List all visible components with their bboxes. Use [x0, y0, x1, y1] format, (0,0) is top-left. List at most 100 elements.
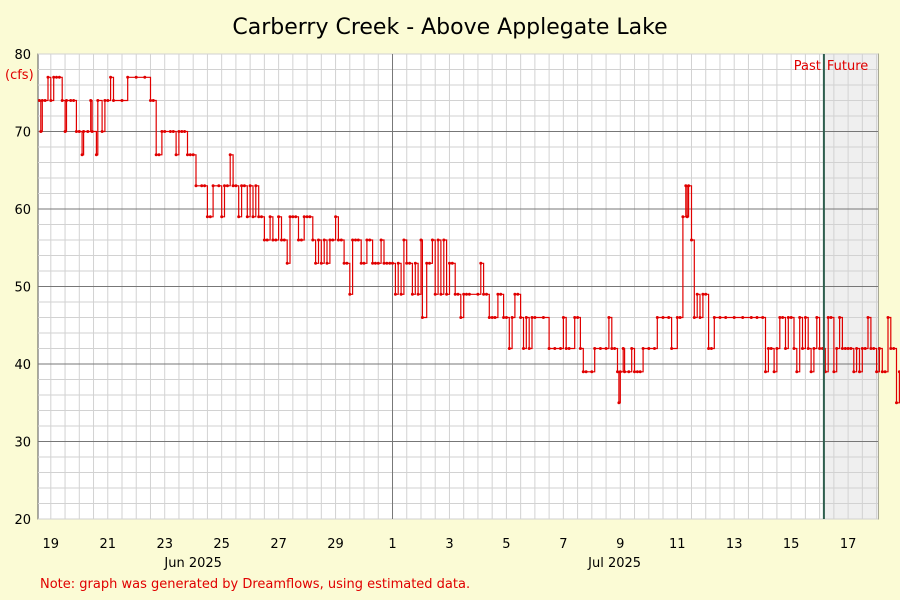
data-point [453, 292, 457, 296]
data-point [630, 347, 634, 350]
data-point [393, 292, 397, 296]
data-point [86, 130, 90, 133]
data-point [815, 316, 819, 319]
data-point [194, 184, 198, 188]
y-axis: 20 30 40 50 60 70 80 [14, 48, 31, 528]
data-point [764, 370, 767, 374]
data-point [356, 238, 360, 242]
data-point [63, 130, 67, 133]
data-point [410, 292, 414, 296]
data-point [832, 370, 836, 374]
data-point [872, 347, 876, 350]
data-point [718, 316, 722, 319]
data-point [365, 238, 369, 242]
data-point [638, 370, 642, 374]
data-point [55, 75, 58, 79]
data-point [80, 153, 84, 157]
data-point [268, 215, 272, 219]
data-point [362, 261, 366, 265]
data-point [769, 347, 773, 350]
x-tick-label: 17 [840, 537, 857, 552]
data-point [328, 238, 332, 242]
x-tick-label: 21 [99, 537, 116, 552]
data-point [618, 370, 622, 374]
data-point [835, 347, 839, 350]
data-point [297, 238, 300, 242]
data-point [77, 130, 81, 133]
data-point [180, 130, 184, 133]
data-point [37, 99, 41, 102]
y-tick-label: 20 [14, 513, 31, 528]
data-point [681, 215, 685, 219]
data-point [72, 99, 76, 102]
data-point [533, 316, 537, 319]
data-point [305, 215, 309, 219]
data-point [248, 184, 252, 188]
data-point [143, 75, 147, 79]
data-point [647, 347, 651, 350]
data-point [317, 238, 320, 242]
y-tick-label: 80 [14, 48, 31, 63]
data-point [487, 316, 491, 319]
data-point [772, 370, 776, 374]
data-point [205, 215, 209, 219]
data-point [684, 184, 688, 188]
data-point [829, 316, 833, 319]
data-point [436, 238, 440, 242]
data-point [271, 238, 275, 242]
data-point [701, 292, 705, 296]
data-point [866, 316, 870, 319]
data-point [547, 347, 551, 350]
data-point [456, 292, 460, 296]
data-point [843, 347, 847, 350]
x-tick-label: 7 [559, 537, 567, 552]
x-tick-label: 19 [43, 537, 60, 552]
data-point [855, 347, 859, 350]
data-point [840, 347, 844, 350]
x-tick-label: 9 [616, 537, 624, 552]
data-point [655, 316, 659, 319]
data-point [211, 184, 215, 188]
data-point [712, 316, 716, 319]
data-point [334, 215, 338, 219]
flow-series [37, 75, 900, 405]
data-point [778, 316, 782, 319]
data-point [420, 316, 424, 319]
data-point [96, 99, 100, 102]
data-point [803, 316, 807, 319]
data-point [408, 261, 412, 265]
data-point [755, 316, 759, 319]
data-point [177, 130, 181, 133]
chart-title: Carberry Creek - Above Applegate Lake [232, 15, 667, 40]
x-tick-label: 1 [388, 537, 396, 552]
data-point [151, 99, 155, 102]
data-point [590, 370, 594, 374]
data-point [40, 99, 44, 102]
data-point [886, 316, 890, 319]
data-point [860, 347, 864, 350]
data-point [74, 130, 78, 133]
data-point [732, 316, 736, 319]
data-point [553, 347, 557, 350]
data-point [260, 215, 263, 219]
data-point [530, 316, 534, 319]
y-tick-label: 40 [14, 358, 31, 373]
data-point [442, 238, 446, 242]
data-point [154, 153, 158, 157]
data-point [724, 316, 728, 319]
data-point [513, 292, 517, 296]
data-point [527, 347, 531, 350]
data-point [852, 370, 856, 374]
data-point [388, 261, 392, 265]
data-point [607, 316, 611, 319]
data-point [262, 238, 266, 242]
data-point [766, 347, 770, 350]
data-point [345, 261, 349, 265]
data-point [690, 238, 693, 242]
data-point [413, 261, 417, 265]
data-point [781, 316, 785, 319]
data-point [479, 261, 483, 265]
data-point [445, 292, 449, 296]
data-point [801, 347, 804, 350]
data-point [245, 215, 249, 219]
